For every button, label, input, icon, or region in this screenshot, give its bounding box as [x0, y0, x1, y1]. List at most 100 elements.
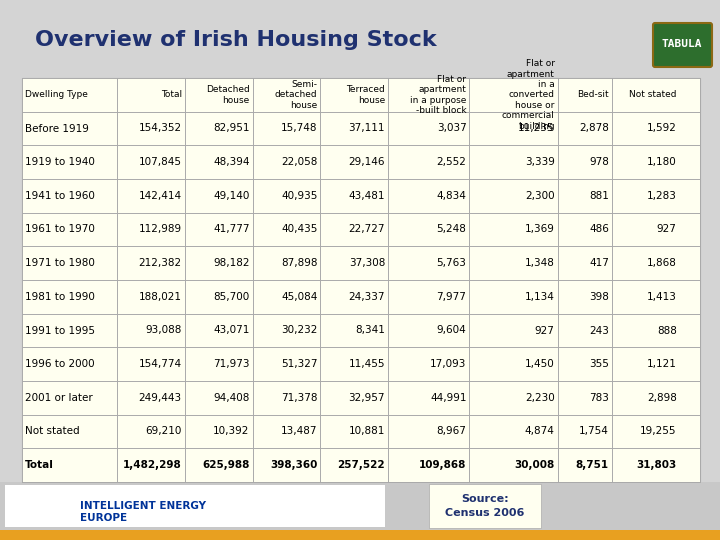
Text: 11,455: 11,455 [348, 359, 385, 369]
Text: 29,146: 29,146 [348, 157, 385, 167]
Text: 355: 355 [589, 359, 609, 369]
Text: 783: 783 [589, 393, 609, 403]
Text: 51,327: 51,327 [281, 359, 318, 369]
Text: Dwelling Type: Dwelling Type [25, 90, 88, 99]
Text: 1996 to 2000: 1996 to 2000 [25, 359, 94, 369]
Text: 30,008: 30,008 [514, 460, 554, 470]
Text: 1,754: 1,754 [579, 427, 609, 436]
Text: 11,235: 11,235 [518, 124, 554, 133]
Text: Before 1919: Before 1919 [25, 124, 89, 133]
Text: 5,248: 5,248 [436, 225, 467, 234]
Text: 69,210: 69,210 [145, 427, 181, 436]
Text: 2,878: 2,878 [579, 124, 609, 133]
Text: 32,957: 32,957 [348, 393, 385, 403]
Text: 1991 to 1995: 1991 to 1995 [25, 326, 95, 335]
Text: 8,967: 8,967 [436, 427, 467, 436]
Text: 1,180: 1,180 [647, 157, 677, 167]
FancyBboxPatch shape [22, 78, 700, 482]
Text: Flat or
apartment
in a
converted
house or
commercial
building: Flat or apartment in a converted house o… [502, 59, 554, 131]
Bar [22, 381, 700, 415]
Text: TABULA: TABULA [662, 39, 702, 49]
Text: 417: 417 [589, 258, 609, 268]
Text: 40,435: 40,435 [281, 225, 318, 234]
Text: 978: 978 [589, 157, 609, 167]
Bar [22, 78, 700, 112]
Text: 2001 or later: 2001 or later [25, 393, 93, 403]
Text: Total: Total [25, 460, 54, 470]
Text: 82,951: 82,951 [213, 124, 250, 133]
Text: 249,443: 249,443 [138, 393, 181, 403]
Text: Not stated: Not stated [25, 427, 80, 436]
Text: 2,898: 2,898 [647, 393, 677, 403]
Text: 19,255: 19,255 [640, 427, 677, 436]
Text: 17,093: 17,093 [430, 359, 467, 369]
Text: 3,037: 3,037 [437, 124, 467, 133]
Text: 109,868: 109,868 [419, 460, 467, 470]
Text: 3,339: 3,339 [525, 157, 554, 167]
Text: 71,378: 71,378 [281, 393, 318, 403]
Text: EUROPE: EUROPE [80, 513, 127, 523]
Text: 4,874: 4,874 [525, 427, 554, 436]
Text: 43,071: 43,071 [213, 326, 250, 335]
Text: 1,348: 1,348 [525, 258, 554, 268]
Text: 1981 to 1990: 1981 to 1990 [25, 292, 95, 302]
Text: 8,751: 8,751 [576, 460, 609, 470]
Text: 1,134: 1,134 [525, 292, 554, 302]
Text: 1961 to 1970: 1961 to 1970 [25, 225, 95, 234]
Text: 1,121: 1,121 [647, 359, 677, 369]
Text: 1971 to 1980: 1971 to 1980 [25, 258, 95, 268]
Text: 43,481: 43,481 [348, 191, 385, 201]
Text: 22,727: 22,727 [348, 225, 385, 234]
Text: 257,522: 257,522 [338, 460, 385, 470]
Text: 15,748: 15,748 [281, 124, 318, 133]
Text: 1,413: 1,413 [647, 292, 677, 302]
Text: 154,774: 154,774 [138, 359, 181, 369]
Text: 1919 to 1940: 1919 to 1940 [25, 157, 95, 167]
Text: 37,308: 37,308 [348, 258, 385, 268]
Text: 112,989: 112,989 [138, 225, 181, 234]
Text: 1941 to 1960: 1941 to 1960 [25, 191, 95, 201]
Text: 1,283: 1,283 [647, 191, 677, 201]
Bar [22, 145, 700, 179]
Text: 212,382: 212,382 [138, 258, 181, 268]
Text: 85,700: 85,700 [213, 292, 250, 302]
Text: Detached
house: Detached house [206, 85, 250, 105]
Text: 93,088: 93,088 [145, 326, 181, 335]
Text: 94,408: 94,408 [213, 393, 250, 403]
Text: 4,834: 4,834 [436, 191, 467, 201]
Text: 398: 398 [589, 292, 609, 302]
Bar [22, 448, 700, 482]
Text: Overview of Irish Housing Stock: Overview of Irish Housing Stock [35, 30, 436, 50]
Text: Source:
Census 2006: Source: Census 2006 [445, 495, 525, 518]
Text: 24,337: 24,337 [348, 292, 385, 302]
Text: Bed-sit: Bed-sit [577, 90, 609, 99]
Bar [22, 280, 700, 314]
Text: 1,450: 1,450 [525, 359, 554, 369]
Text: INTELLIGENT ENERGY: INTELLIGENT ENERGY [80, 501, 206, 511]
Text: 31,803: 31,803 [636, 460, 677, 470]
Text: 2,230: 2,230 [525, 393, 554, 403]
Text: 10,392: 10,392 [213, 427, 250, 436]
Bar [0, 530, 720, 540]
Text: Terraced
house: Terraced house [346, 85, 385, 105]
Bar [5, 485, 385, 527]
Text: 37,111: 37,111 [348, 124, 385, 133]
Text: 1,592: 1,592 [647, 124, 677, 133]
Text: 71,973: 71,973 [213, 359, 250, 369]
Text: 22,058: 22,058 [281, 157, 318, 167]
Text: 10,881: 10,881 [348, 427, 385, 436]
Bar [22, 246, 700, 280]
Text: 2,300: 2,300 [525, 191, 554, 201]
Text: 40,935: 40,935 [281, 191, 318, 201]
Text: 142,414: 142,414 [138, 191, 181, 201]
Text: 1,868: 1,868 [647, 258, 677, 268]
Text: 87,898: 87,898 [281, 258, 318, 268]
Text: Total: Total [161, 90, 181, 99]
Text: 13,487: 13,487 [281, 427, 318, 436]
Text: 1,369: 1,369 [525, 225, 554, 234]
Bar [22, 179, 700, 213]
Text: 9,604: 9,604 [437, 326, 467, 335]
Text: 1,482,298: 1,482,298 [123, 460, 181, 470]
Bar [22, 347, 700, 381]
Text: 7,977: 7,977 [436, 292, 467, 302]
